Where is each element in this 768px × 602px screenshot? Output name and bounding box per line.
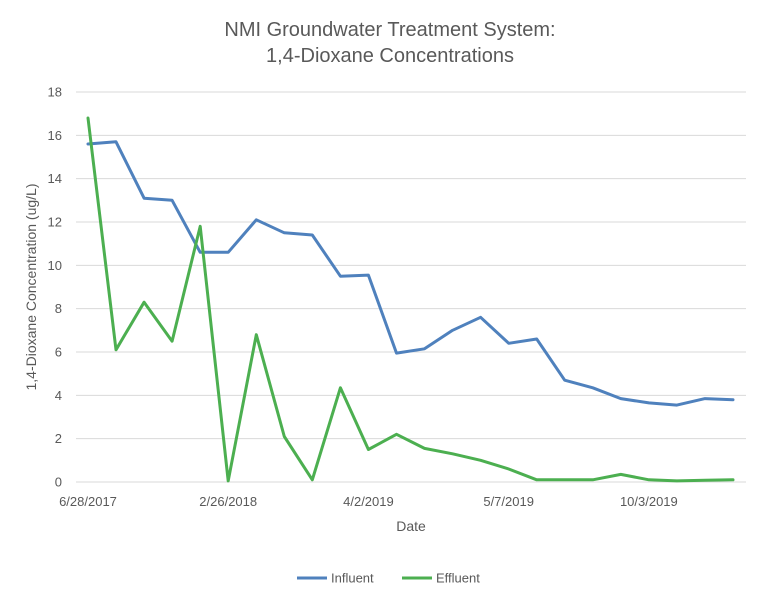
series-lines	[86, 116, 735, 483]
y-tick-label: 4	[55, 388, 62, 403]
y-tick-label: 0	[55, 475, 62, 490]
legend-item-effluent: Effluent	[402, 571, 480, 586]
series-line-influent	[86, 140, 735, 407]
y-tick-label: 18	[48, 85, 62, 100]
legend-label: Effluent	[436, 571, 480, 586]
x-tick-label: 6/28/2017	[59, 494, 117, 509]
y-tick-label: 6	[55, 345, 62, 360]
x-tick-label: 2/26/2018	[199, 494, 257, 509]
series-line-effluent	[86, 116, 735, 483]
y-tick-label: 16	[48, 128, 62, 143]
y-axis-ticks: 0 2 4 6 8 10 12 14 16 18	[48, 85, 62, 490]
y-tick-label: 14	[48, 171, 62, 186]
x-tick-label: 4/2/2019	[343, 494, 394, 509]
chart-title-line-2: 1,4-Dioxane Concentrations	[266, 45, 514, 67]
y-tick-label: 12	[48, 215, 62, 230]
y-axis-title: 1,4-Dioxane Concentration (ug/L)	[23, 183, 39, 390]
legend-label: Influent	[331, 571, 374, 586]
y-tick-label: 10	[48, 258, 62, 273]
gridlines	[76, 91, 746, 483]
legend-item-influent: Influent	[297, 571, 374, 586]
x-tick-label: 5/7/2019	[483, 494, 534, 509]
y-tick-label: 2	[55, 431, 62, 446]
y-tick-label: 8	[55, 301, 62, 316]
x-tick-label: 10/3/2019	[620, 494, 678, 509]
chart-title-line-1: NMI Groundwater Treatment System:	[224, 19, 555, 41]
legend: Influent Effluent	[297, 571, 480, 586]
x-axis-ticks: 6/28/2017 2/26/2018 4/2/2019 5/7/2019 10/3/2…	[59, 494, 678, 509]
x-axis-title: Date	[396, 518, 426, 534]
